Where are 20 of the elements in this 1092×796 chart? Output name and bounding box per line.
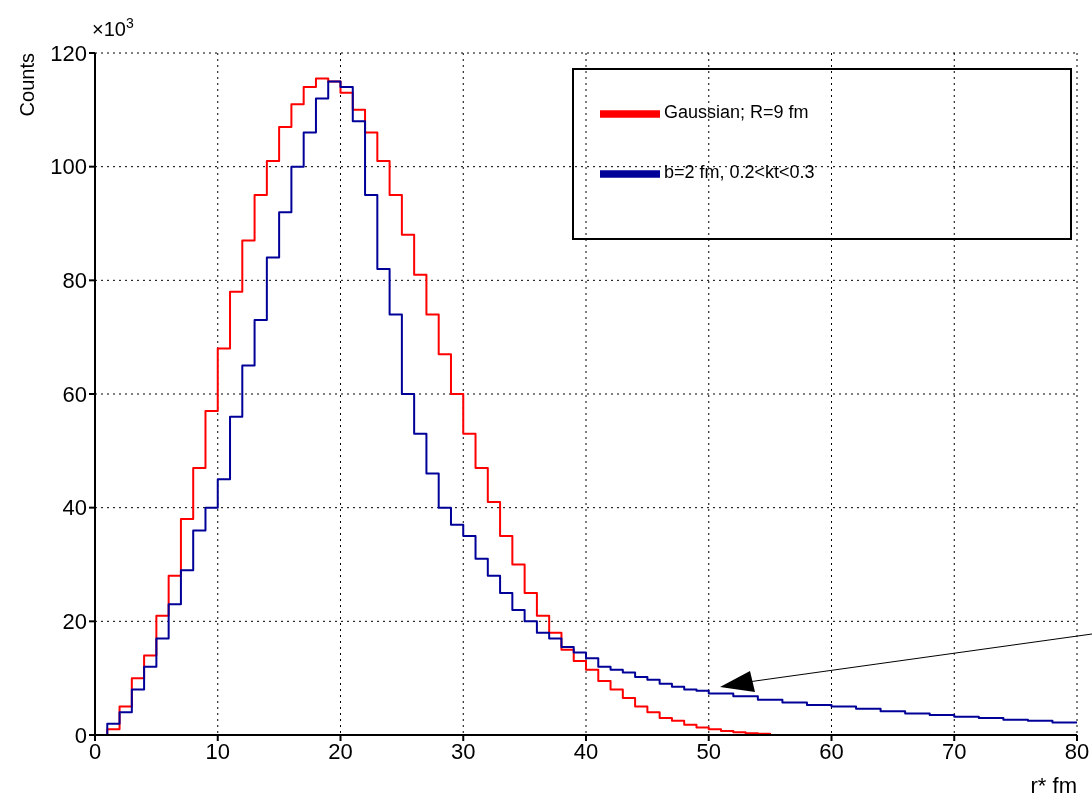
x-tick-label: 40 — [573, 738, 599, 764]
x-tick-label: 30 — [451, 738, 476, 764]
y-axis-title: Counts — [16, 53, 38, 117]
y-tick-label: 0 — [74, 722, 87, 748]
legend-label: b=2 fm, 0.2<kt<0.3 — [664, 161, 816, 183]
text: ×10$^{3}$ — [92, 15, 134, 40]
y-tick-label: 20 — [62, 609, 87, 635]
y-tick-label: 100 — [50, 154, 87, 180]
y-tick-label: 80 — [62, 268, 87, 294]
legend-label: Gaussian; R=9 fm — [664, 101, 810, 123]
x-tick-label: 20 — [328, 738, 353, 764]
x-tick-label: 60 — [819, 738, 844, 764]
y-tick-label: 120 — [50, 40, 87, 66]
x-tick-label: 50 — [696, 738, 721, 764]
x-axis-title: r* fm — [1030, 773, 1077, 796]
y-tick-label: 40 — [62, 495, 87, 521]
x-tick-label: 70 — [942, 738, 967, 764]
x-tick-label: 10 — [205, 738, 230, 764]
y-tick-label: 60 — [62, 381, 87, 407]
x-tick-label: 80 — [1064, 738, 1090, 764]
